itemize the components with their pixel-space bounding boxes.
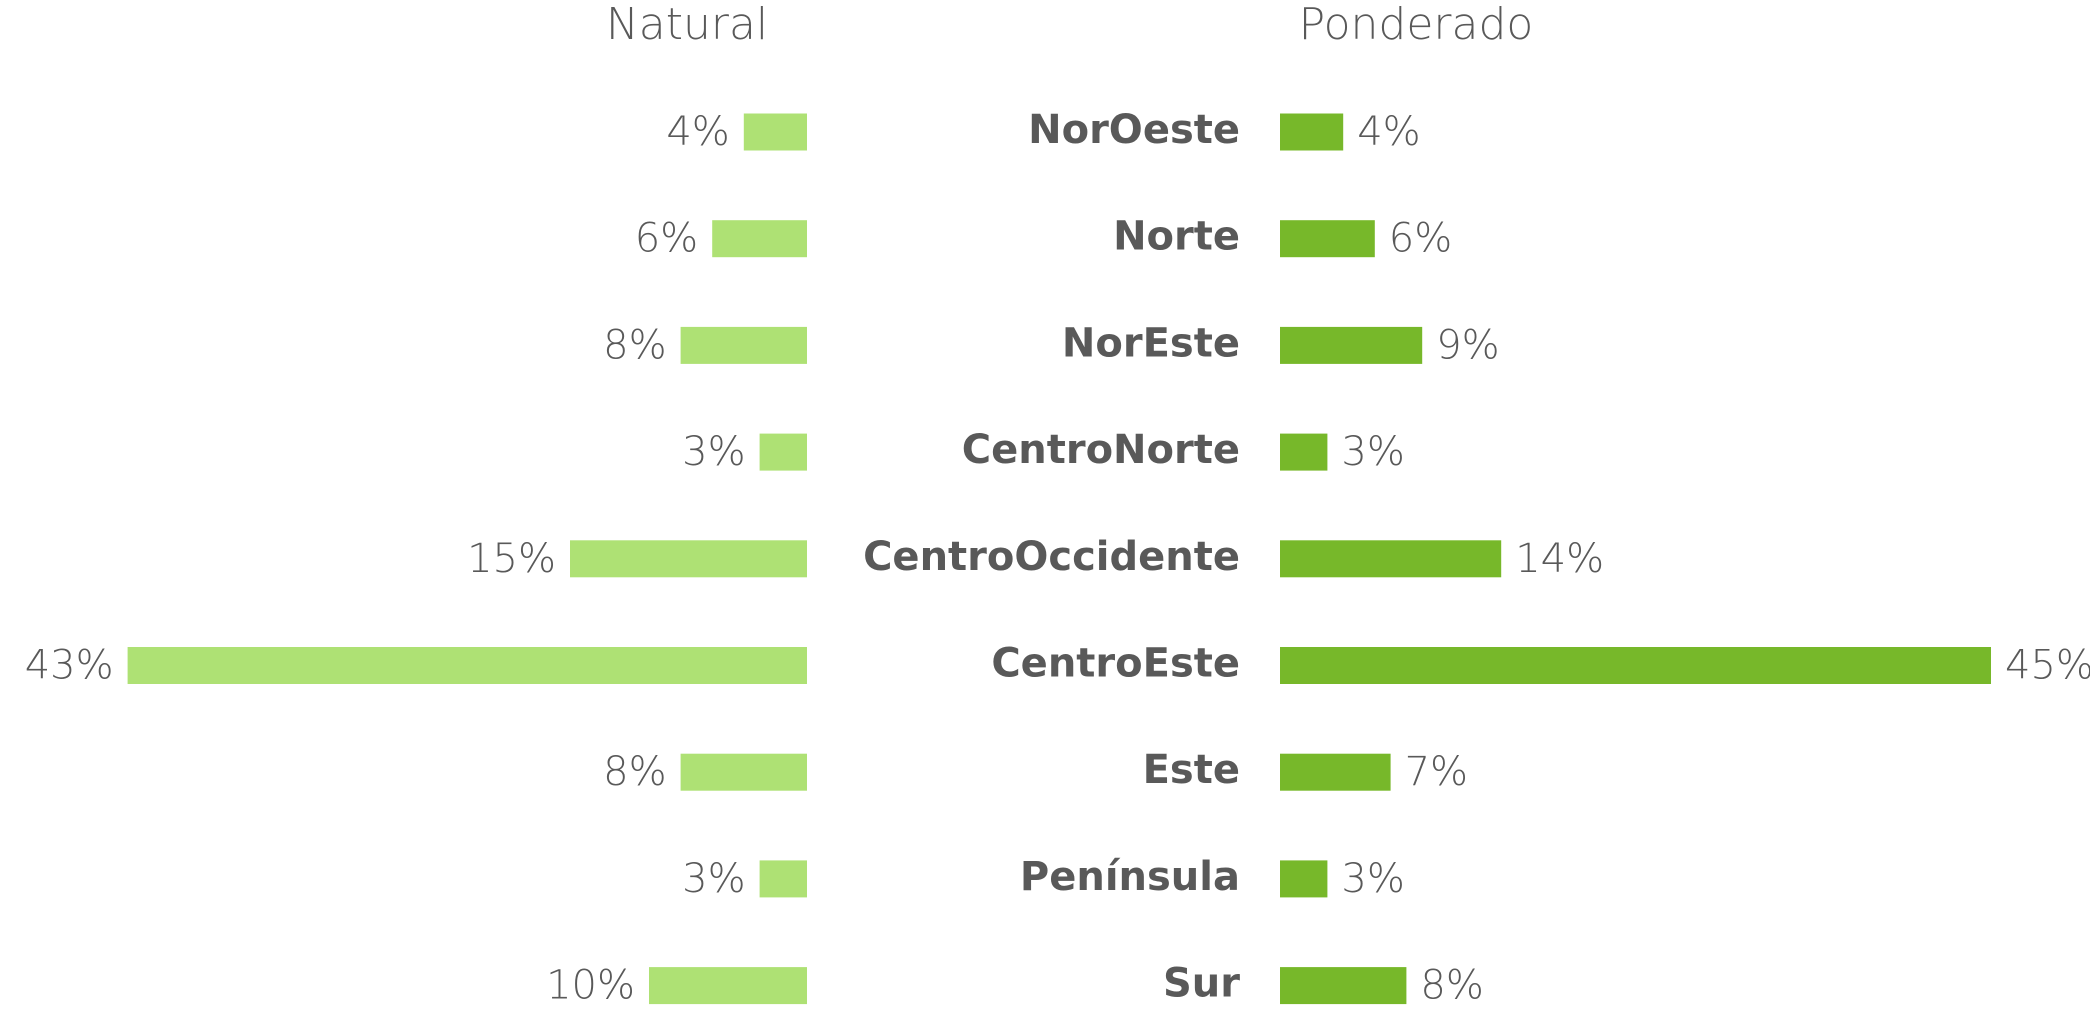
- bar: [1280, 540, 1502, 578]
- category-label: Este: [1143, 747, 1240, 793]
- bar: [1280, 860, 1328, 898]
- data-label: 9%: [1436, 322, 1499, 368]
- category-label: CentroOccidente: [863, 534, 1240, 580]
- bar: [743, 113, 807, 151]
- data-label: 15%: [467, 536, 556, 582]
- data-label: 6%: [1389, 216, 1452, 262]
- bar: [1280, 433, 1328, 471]
- data-label: 6%: [635, 216, 698, 262]
- bar: [759, 860, 807, 898]
- bar: [1280, 326, 1423, 364]
- bar: [570, 540, 807, 578]
- bar: [127, 647, 808, 684]
- category-label: NorEste: [1062, 320, 1240, 366]
- bar: [1280, 220, 1375, 258]
- data-label: 10%: [546, 963, 635, 1009]
- data-label: 3%: [682, 856, 745, 902]
- bar: [712, 220, 807, 258]
- data-label: 45%: [2005, 643, 2090, 689]
- category-label: CentroNorte: [962, 427, 1240, 473]
- data-label: 4%: [666, 109, 729, 155]
- data-label: 8%: [603, 322, 666, 368]
- category-label: Norte: [1113, 214, 1240, 260]
- data-label: 4%: [1357, 109, 1420, 155]
- bar: [680, 326, 807, 364]
- bar: [1280, 753, 1391, 791]
- bar: [1280, 967, 1407, 1005]
- bar: [649, 967, 807, 1005]
- data-label: 3%: [1341, 429, 1404, 475]
- bar: [680, 753, 807, 791]
- data-label: 8%: [1420, 963, 1483, 1009]
- bar: [759, 433, 807, 471]
- bar: [1280, 113, 1344, 151]
- category-label: Península: [1020, 854, 1240, 900]
- data-label: 7%: [1405, 749, 1468, 795]
- category-label: Sur: [1163, 961, 1240, 1007]
- series-title: Natural: [606, 0, 768, 50]
- data-label: 3%: [1341, 856, 1404, 902]
- bar: [1280, 647, 1991, 684]
- category-label: CentroEste: [991, 641, 1240, 687]
- category-label: NorOeste: [1028, 107, 1240, 153]
- data-label: 8%: [603, 749, 666, 795]
- series-title: Ponderado: [1299, 0, 1534, 50]
- data-label: 3%: [682, 429, 745, 475]
- data-label: 43%: [25, 643, 114, 689]
- data-label: 14%: [1515, 536, 1604, 582]
